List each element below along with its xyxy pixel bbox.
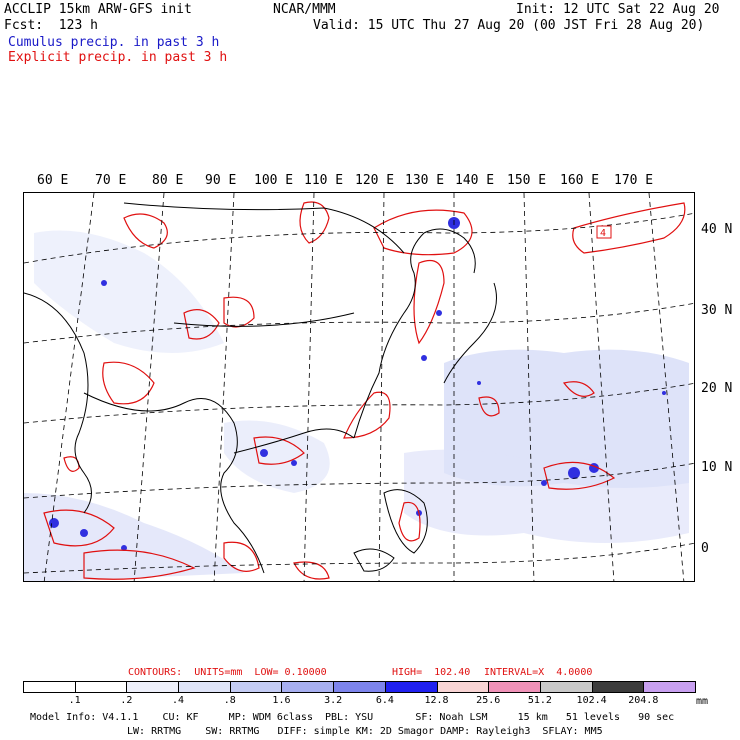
colorbar-swatch bbox=[178, 681, 231, 693]
valid-time: Valid: 15 UTC Thu 27 Aug 20 (00 JST Fri … bbox=[313, 18, 705, 33]
colorbar-swatch bbox=[74, 681, 128, 693]
lon-label: 140 E bbox=[455, 173, 495, 188]
map-graphics: 4 bbox=[24, 193, 694, 581]
colorbar-swatch bbox=[126, 681, 180, 693]
lon-label: 170 E bbox=[614, 173, 654, 188]
forecast-hour: Fcst: 123 h bbox=[4, 18, 98, 33]
lon-label: 80 E bbox=[152, 173, 184, 188]
contour-label: 4 bbox=[600, 228, 606, 239]
center-label: NCAR/MMM bbox=[273, 2, 336, 17]
lon-label: 70 E bbox=[95, 173, 127, 188]
precip-map: 4 bbox=[23, 192, 695, 582]
lat-label: 30 N bbox=[701, 303, 733, 318]
coastlines bbox=[24, 202, 497, 574]
colorbar-swatch bbox=[488, 681, 541, 693]
colorbar-swatch bbox=[539, 681, 593, 693]
lon-label: 100 E bbox=[254, 173, 294, 188]
explicit-contours bbox=[43, 201, 686, 580]
colorbar-label: 6.4 bbox=[375, 695, 394, 706]
colorbar-label: 1.6 bbox=[272, 695, 291, 706]
lat-label: 10 N bbox=[701, 460, 733, 475]
model-info: Model Info: V4.1.1 CU: KF MP: WDM 6class… bbox=[30, 712, 675, 723]
lon-label: 160 E bbox=[560, 173, 600, 188]
colorbar-label: .1 bbox=[68, 695, 81, 706]
colorbar-swatch bbox=[333, 681, 386, 693]
model-title: ACCLIP 15km ARW-GFS init bbox=[4, 2, 192, 17]
graticule bbox=[24, 193, 694, 581]
lat-label: 40 N bbox=[701, 222, 733, 237]
colorbar-swatch bbox=[281, 681, 335, 693]
cumulus-legend: Cumulus precip. in past 3 h bbox=[8, 35, 220, 50]
colorbar-swatch bbox=[229, 681, 283, 693]
lon-label: 60 E bbox=[37, 173, 69, 188]
colorbar-label: 204.8 bbox=[628, 695, 659, 706]
cumulus-shading bbox=[24, 230, 689, 581]
lon-label: 90 E bbox=[205, 173, 237, 188]
colorbar-label: 102.4 bbox=[576, 695, 607, 706]
colorbar-swatch bbox=[23, 681, 76, 693]
colorbar-label: .4 bbox=[172, 695, 185, 706]
colorbar-label: .8 bbox=[223, 695, 236, 706]
colorbar-label: 3.2 bbox=[324, 695, 343, 706]
colorbar-label: .2 bbox=[120, 695, 133, 706]
lat-label: 0 bbox=[701, 541, 709, 556]
physics-info: LW: RRTMG SW: RRTMG DIFF: simple KM: 2D … bbox=[127, 726, 603, 737]
contours-high: HIGH= 102.40 bbox=[392, 667, 471, 678]
colorbar-swatch bbox=[643, 681, 696, 693]
lat-label: 20 N bbox=[701, 381, 733, 396]
lon-label: 110 E bbox=[304, 173, 344, 188]
explicit-legend: Explicit precip. in past 3 h bbox=[8, 50, 228, 65]
colorbar-label: 12.8 bbox=[424, 695, 449, 706]
colorbar-unit: mm bbox=[696, 696, 709, 707]
lon-label: 120 E bbox=[355, 173, 395, 188]
contour-label-box bbox=[596, 225, 612, 239]
colorbar-label: 25.6 bbox=[476, 695, 501, 706]
lon-label: 130 E bbox=[405, 173, 445, 188]
contours-interval: INTERVAL=X 4.0000 bbox=[484, 667, 593, 678]
colorbar-label: 51.2 bbox=[527, 695, 552, 706]
colorbar-swatch bbox=[591, 681, 645, 693]
colorbar-swatch bbox=[384, 681, 438, 693]
contours-info: CONTOURS: UNITS=mm LOW= 0.10000 bbox=[128, 667, 327, 678]
lon-label: 150 E bbox=[507, 173, 547, 188]
init-time: Init: 12 UTC Sat 22 Aug 20 bbox=[516, 2, 720, 17]
colorbar-swatch bbox=[436, 681, 490, 693]
